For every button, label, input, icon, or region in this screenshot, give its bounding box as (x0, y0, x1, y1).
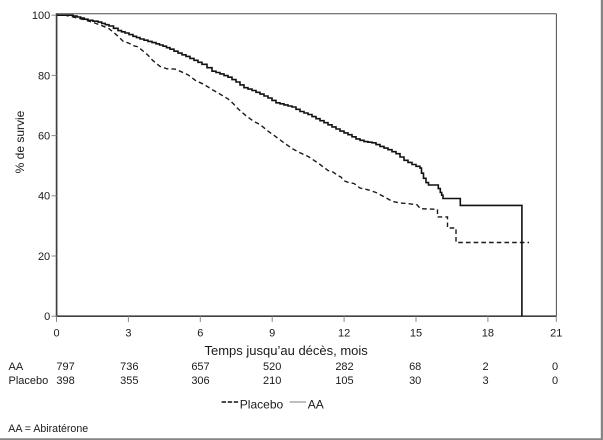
svg-text:0: 0 (53, 328, 59, 340)
svg-text:736: 736 (120, 361, 138, 373)
svg-text:AA: AA (308, 398, 324, 412)
svg-text:105: 105 (335, 375, 353, 387)
svg-text:30: 30 (409, 375, 421, 387)
svg-text:797: 797 (56, 361, 74, 373)
svg-text:282: 282 (335, 361, 353, 373)
svg-text:355: 355 (120, 375, 138, 387)
svg-text:398: 398 (56, 375, 74, 387)
svg-text:40: 40 (38, 191, 50, 203)
svg-text:21: 21 (550, 328, 562, 340)
svg-text:306: 306 (191, 375, 209, 387)
svg-text:6: 6 (197, 328, 203, 340)
svg-text:Temps jusqu’au décès, mois: Temps jusqu’au décès, mois (205, 343, 369, 358)
svg-text:Placebo: Placebo (240, 398, 284, 412)
svg-text:0: 0 (552, 375, 558, 387)
svg-text:Placebo: Placebo (9, 375, 49, 387)
svg-text:210: 210 (263, 375, 281, 387)
svg-text:AA: AA (9, 361, 24, 373)
svg-text:520: 520 (263, 361, 281, 373)
svg-text:3: 3 (125, 328, 131, 340)
svg-text:18: 18 (482, 328, 494, 340)
svg-text:0: 0 (44, 311, 50, 323)
svg-text:68: 68 (409, 361, 421, 373)
svg-text:0: 0 (552, 361, 558, 373)
svg-text:9: 9 (269, 328, 275, 340)
svg-text:60: 60 (38, 131, 50, 143)
svg-text:12: 12 (338, 328, 350, 340)
svg-text:3: 3 (482, 375, 488, 387)
svg-text:AA = Abiratérone: AA = Abiratérone (8, 423, 88, 435)
svg-text:657: 657 (191, 361, 209, 373)
svg-text:100: 100 (32, 10, 50, 22)
svg-text:15: 15 (410, 328, 422, 340)
svg-text:80: 80 (38, 70, 50, 82)
svg-text:20: 20 (38, 251, 50, 263)
svg-text:% de survie: % de survie (13, 110, 27, 173)
svg-text:2: 2 (482, 361, 488, 373)
